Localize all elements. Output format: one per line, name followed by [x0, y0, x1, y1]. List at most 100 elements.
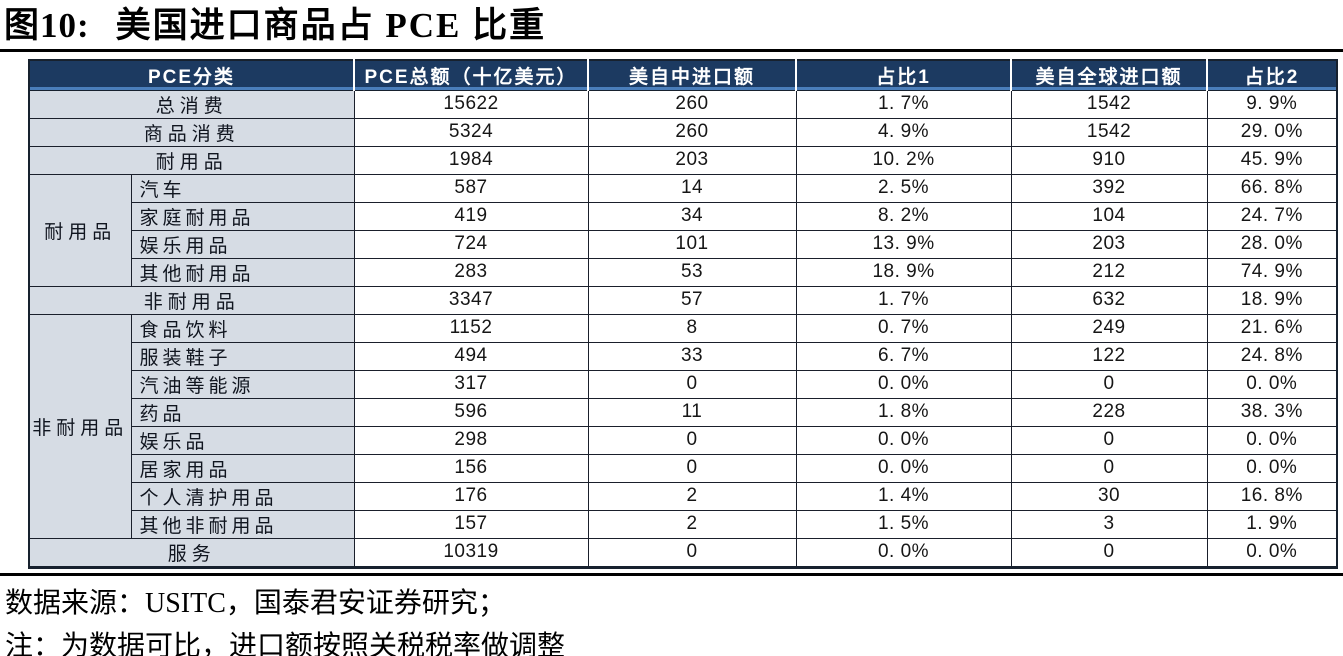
- value-cell: 632: [1010, 285, 1208, 315]
- column-header: PCE总额（十亿美元）: [354, 60, 590, 91]
- value-cell: 0. 0%: [795, 425, 1012, 455]
- value-cell: 122: [1010, 341, 1208, 371]
- value-cell: 1. 9%: [1206, 509, 1338, 539]
- value-cell: 29. 0%: [1206, 117, 1338, 147]
- value-cell: 0. 0%: [1206, 425, 1338, 455]
- value-cell: 57: [587, 285, 797, 315]
- value-cell: 6. 7%: [795, 341, 1012, 371]
- value-cell: 1. 7%: [795, 89, 1012, 119]
- value-cell: 3347: [353, 285, 589, 315]
- table-row: 居家用品 156 0 0. 0% 0 0. 0%: [29, 453, 1338, 483]
- value-cell: 2: [587, 481, 797, 511]
- value-cell: 11: [587, 397, 797, 427]
- value-cell: 21. 6%: [1206, 313, 1338, 343]
- value-cell: 33: [587, 341, 797, 371]
- value-cell: 910: [1010, 145, 1208, 175]
- category-cell: 服务: [28, 537, 355, 568]
- value-cell: 283: [353, 257, 589, 287]
- category-cell: 总消费: [28, 89, 355, 119]
- value-cell: 1542: [1010, 117, 1208, 147]
- category-group-cell: 非耐用品: [28, 313, 132, 539]
- column-header: 美自全球进口额: [1011, 60, 1209, 91]
- table-row: 娱乐用品 724 101 13. 9% 203 28. 0%: [29, 229, 1338, 259]
- value-cell: 30: [1010, 481, 1208, 511]
- value-cell: 101: [587, 229, 797, 259]
- value-cell: 298: [353, 425, 589, 455]
- value-cell: 24. 7%: [1206, 201, 1338, 231]
- value-cell: 14: [587, 173, 797, 203]
- category-cell: 食品饮料: [130, 313, 355, 343]
- value-cell: 8: [587, 313, 797, 343]
- value-cell: 228: [1010, 397, 1208, 427]
- value-cell: 494: [353, 341, 589, 371]
- table-row: 耐用品 汽车 587 14 2. 5% 392 66. 8%: [28, 173, 1338, 287]
- value-cell: 587: [353, 173, 589, 203]
- value-cell: 45. 9%: [1206, 145, 1338, 175]
- category-cell: 其他耐用品: [130, 257, 355, 287]
- title-rule: [0, 49, 1343, 53]
- value-cell: 0. 0%: [1206, 453, 1338, 483]
- value-cell: 4. 9%: [795, 117, 1012, 147]
- table-header-row: PCE分类 PCE总额（十亿美元） 美自中进口额 占比1 美自全球进口额 占比2: [29, 60, 1338, 91]
- category-cell: 商品消费: [28, 117, 355, 147]
- value-cell: 0: [587, 537, 797, 568]
- table-row: 家庭耐用品 419 34 8. 2% 104 24. 7%: [29, 201, 1338, 231]
- value-cell: 0. 0%: [795, 537, 1012, 568]
- value-cell: 1152: [353, 313, 589, 343]
- table-row: 娱乐品 298 0 0. 0% 0 0. 0%: [29, 425, 1338, 455]
- value-cell: 34: [587, 201, 797, 231]
- value-cell: 1. 4%: [795, 481, 1012, 511]
- value-cell: 38. 3%: [1206, 397, 1338, 427]
- value-cell: 53: [587, 257, 797, 287]
- value-cell: 0. 7%: [795, 313, 1012, 343]
- bottom-rule: [0, 572, 1343, 576]
- value-cell: 28. 0%: [1206, 229, 1338, 259]
- value-cell: 18. 9%: [1206, 285, 1338, 315]
- category-cell: 服装鞋子: [130, 341, 355, 371]
- value-cell: 10. 2%: [795, 145, 1012, 175]
- value-cell: 0: [587, 369, 797, 399]
- value-cell: 15622: [353, 89, 589, 119]
- value-cell: 104: [1010, 201, 1208, 231]
- value-cell: 24. 8%: [1206, 341, 1338, 371]
- value-cell: 0: [587, 453, 797, 483]
- value-cell: 203: [1010, 229, 1208, 259]
- category-cell: 汽车: [130, 173, 355, 203]
- category-cell: 其他非耐用品: [130, 509, 355, 539]
- category-cell: 家庭耐用品: [130, 201, 355, 231]
- value-cell: 16. 8%: [1206, 481, 1338, 511]
- table-row: 总消费 15622 260 1. 7% 1542 9. 9%: [28, 89, 1338, 119]
- category-cell: 药品: [130, 397, 355, 427]
- value-cell: 203: [587, 145, 797, 175]
- category-cell: 娱乐用品: [130, 229, 355, 259]
- value-cell: 66. 8%: [1206, 173, 1338, 203]
- value-cell: 1. 7%: [795, 285, 1012, 315]
- table-row: 非耐用品 食品饮料 1152 8 0. 7% 249 21. 6%: [28, 313, 1338, 539]
- table-row: 其他非耐用品 157 2 1. 5% 3 1. 9%: [29, 509, 1338, 539]
- column-header: 占比1: [796, 60, 1013, 91]
- figure-number: 图10:: [4, 6, 90, 45]
- value-cell: 1542: [1010, 89, 1208, 119]
- value-cell: 0. 0%: [795, 453, 1012, 483]
- value-cell: 1984: [353, 145, 589, 175]
- value-cell: 3: [1010, 509, 1208, 539]
- value-cell: 0. 0%: [1206, 369, 1338, 399]
- table-row: 服装鞋子 494 33 6. 7% 122 24. 8%: [29, 341, 1338, 371]
- value-cell: 317: [353, 369, 589, 399]
- value-cell: 212: [1010, 257, 1208, 287]
- value-cell: 9. 9%: [1206, 89, 1338, 119]
- value-cell: 0: [587, 425, 797, 455]
- value-cell: 0. 0%: [1206, 537, 1338, 568]
- value-cell: 2: [587, 509, 797, 539]
- column-header: 占比2: [1207, 60, 1338, 91]
- value-cell: 1. 5%: [795, 509, 1012, 539]
- table-row: 耐用品 1984 203 10. 2% 910 45. 9%: [28, 145, 1338, 175]
- footnotes: 数据来源：USITC，国泰君安证券研究； 注：为数据可比，进口额按照关税税率做调…: [0, 576, 1343, 656]
- category-cell: 耐用品: [28, 145, 355, 175]
- value-cell: 0. 0%: [795, 369, 1012, 399]
- value-cell: 156: [353, 453, 589, 483]
- value-cell: 392: [1010, 173, 1208, 203]
- value-cell: 596: [353, 397, 589, 427]
- value-cell: 5324: [353, 117, 589, 147]
